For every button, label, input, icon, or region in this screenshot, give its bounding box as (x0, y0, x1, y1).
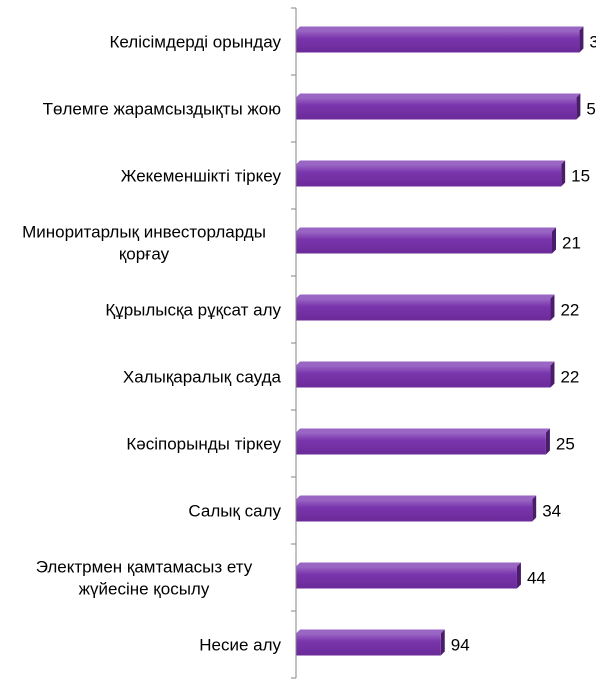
bar-top-face (296, 428, 550, 433)
category-label: Салық салу (188, 502, 281, 521)
bar-front-face (296, 633, 441, 656)
category-label-line: Келісімдерді орындау (109, 33, 281, 52)
bar (296, 428, 550, 455)
category-label-line: жүйесіне қосылу (79, 580, 210, 599)
category-label-line: Миноритарлық инвесторларды (22, 223, 266, 242)
bar-value-label: 21 (562, 234, 581, 253)
category-label-line: Кәсіпорынды тіркеу (126, 435, 281, 454)
category-label-line: Несие алу (199, 636, 281, 655)
bar-front-face (296, 30, 580, 53)
bar-side-face (561, 160, 566, 187)
bar-side-face (552, 227, 556, 254)
bar-top-face (296, 562, 521, 567)
bar-front-face (296, 432, 546, 455)
bar-value-label: 25 (556, 435, 575, 454)
bar-front-face (296, 97, 577, 120)
category-label-line: Электрмен қамтамасыз ету (36, 558, 253, 577)
bar (296, 361, 555, 388)
bar (296, 26, 584, 53)
bar-value-label: 5 (586, 100, 595, 119)
bar-front-face (296, 365, 551, 388)
bar-side-face (550, 361, 555, 388)
bar-value-label: 34 (542, 502, 561, 521)
bar-top-face (296, 294, 555, 299)
bar-top-face (296, 495, 537, 500)
category-label-line: Салық салу (188, 502, 281, 521)
category-label-line: Халықаралық сауда (123, 368, 282, 387)
category-label: Миноритарлық инвесторларды қорғау (22, 223, 266, 264)
bar (296, 629, 445, 656)
bar-front-face (296, 298, 551, 321)
category-label: Несие алу (199, 636, 281, 655)
value-labels: 3 5 15 21 22 22 25 34 44 94 (451, 33, 596, 655)
bar (296, 562, 521, 589)
bar-value-label: 22 (560, 301, 579, 320)
category-label: Жекеменшікті тіркеу (121, 167, 282, 186)
bar-side-face (579, 26, 584, 53)
bar-top-face (296, 93, 581, 98)
bar-side-face (516, 562, 521, 589)
category-label: Құрылысқа рұқсат алу (105, 301, 281, 320)
bar-side-face (550, 294, 555, 321)
bar-front-face (296, 231, 552, 254)
bar (296, 160, 566, 187)
bar-front-face (296, 566, 517, 589)
bar-value-label: 3 (589, 33, 596, 52)
category-label: Халықаралық сауда (123, 368, 282, 387)
category-label: Электрмен қамтамасыз ету жүйесіне қосылу (36, 558, 253, 599)
bar-value-label: 15 (571, 167, 590, 186)
bar (296, 227, 556, 254)
bar-top-face (296, 227, 556, 232)
category-labels: Келісімдерді орындау Төлемге жарамсыздықт… (22, 33, 281, 655)
category-label-line: Төлемге жарамсыздықты жою (43, 100, 282, 119)
bar-top-face (296, 160, 566, 165)
bar-side-face (440, 629, 445, 656)
bar-value-label: 44 (527, 569, 546, 588)
category-label: Төлемге жарамсыздықты жою (43, 100, 282, 119)
bar (296, 93, 581, 120)
bar (296, 495, 537, 522)
category-label: Келісімдерді орындау (109, 33, 281, 52)
bar-top-face (296, 26, 584, 31)
y-axis-ticks (291, 7, 296, 679)
bar-front-face (296, 499, 533, 522)
bar-top-face (296, 361, 555, 366)
bar-value-label: 22 (560, 368, 579, 387)
bar-value-label: 94 (451, 636, 470, 655)
bars-layer (296, 26, 584, 656)
bar-front-face (296, 164, 562, 187)
category-label-line: Құрылысқа рұқсат алу (105, 301, 281, 320)
bar-side-face (576, 93, 581, 120)
bar-side-face (532, 495, 537, 522)
bar (296, 294, 555, 321)
category-label-line: қорғау (119, 245, 170, 264)
bar-top-face (296, 629, 445, 634)
bar-side-face (545, 428, 550, 455)
category-label: Кәсіпорынды тіркеу (126, 435, 281, 454)
category-label-line: Жекеменшікті тіркеу (121, 167, 282, 186)
